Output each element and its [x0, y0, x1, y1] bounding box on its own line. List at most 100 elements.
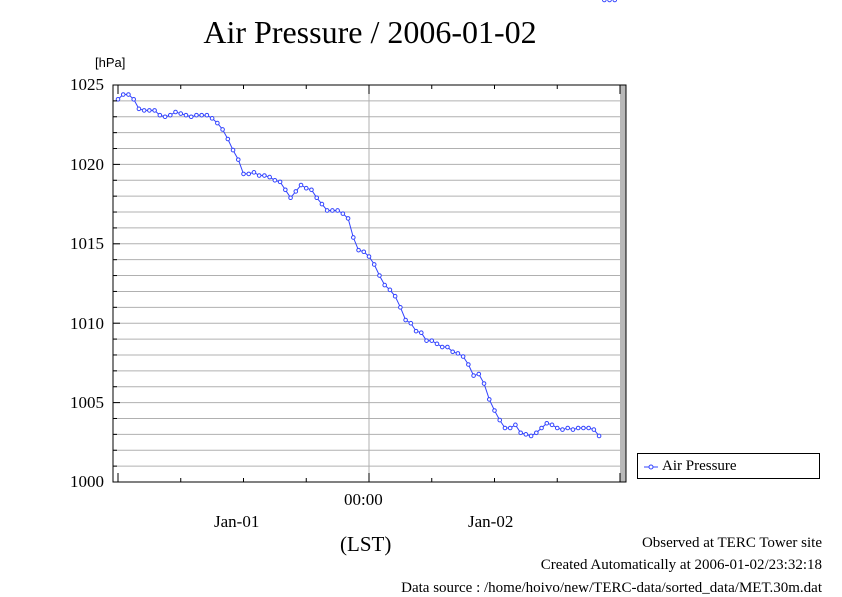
data-point: [230, 147, 236, 153]
data-point: [544, 420, 550, 426]
data-point: [167, 112, 173, 118]
y-tick-label-1015: 1015: [70, 234, 104, 253]
data-point: [371, 262, 377, 267]
chart-title: Air Pressure / 2006-01-02: [203, 14, 537, 50]
data-point: [141, 108, 147, 113]
data-point: [283, 187, 288, 193]
data-point: [136, 106, 142, 112]
data-point: [183, 112, 189, 118]
data-point: [178, 111, 184, 116]
series-line: [117, 94, 600, 437]
data-point: [518, 430, 523, 436]
x-axis-title: (LST): [340, 532, 392, 556]
data-point: [575, 425, 581, 431]
data-point: [476, 371, 482, 377]
data-point: [120, 92, 126, 97]
data-point: [277, 179, 283, 185]
y-axis-unit: [hPa]: [95, 55, 126, 70]
data-point: [602, 0, 607, 3]
data-point: [534, 430, 539, 436]
grid-lines: [113, 85, 626, 482]
data-point: [194, 112, 199, 118]
data-point: [398, 305, 403, 310]
data-point: [303, 185, 309, 191]
data-point: [215, 120, 220, 126]
data-point: [528, 433, 534, 439]
data-point: [330, 208, 335, 213]
data-point: [408, 320, 414, 326]
data-point: [225, 136, 231, 142]
data-point: [607, 0, 612, 3]
footer-observed: Observed at TERC Tower site: [641, 535, 822, 551]
data-point: [413, 328, 419, 334]
data-point: [188, 114, 194, 120]
data-point: [241, 171, 246, 177]
x-tick-label-midnight: 00:00: [344, 490, 383, 509]
data-point: [392, 293, 398, 299]
data-point: [147, 108, 152, 113]
data-point: [256, 173, 262, 178]
data-point: [387, 287, 393, 293]
data-point: [565, 425, 571, 431]
x-day-label-jan02: Jan-02: [468, 512, 514, 531]
data-point: [314, 195, 320, 201]
data-point: [450, 349, 455, 355]
data-point: [335, 208, 340, 213]
data-point: [455, 351, 461, 356]
data-point: [324, 208, 330, 213]
data-point: [523, 432, 529, 437]
y-tick-label-1000: 1000: [70, 472, 104, 491]
data-point: [293, 189, 299, 194]
data-point: [366, 254, 372, 259]
legend: Air Pressure: [637, 453, 820, 479]
data-point: [126, 92, 131, 97]
data-point: [586, 425, 591, 431]
data-point: [591, 427, 597, 432]
data-point: [445, 344, 450, 350]
data-point: [439, 344, 445, 350]
data-point: [513, 422, 518, 428]
data-point: [481, 381, 487, 386]
data-point: [549, 422, 555, 428]
data-point: [157, 112, 163, 118]
x-day-label-jan01: Jan-01: [214, 512, 260, 531]
data-point: [131, 96, 136, 102]
footer-created: Created Automatically at 2006-01-02/23:3…: [540, 557, 822, 573]
data-point: [298, 182, 304, 188]
data-point: [434, 341, 440, 347]
data-point: [115, 96, 121, 102]
data-point: [267, 174, 272, 180]
data-point: [199, 112, 204, 118]
data-point: [502, 425, 508, 431]
data-point: [220, 127, 225, 132]
data-point: [356, 247, 361, 253]
data-point: [251, 170, 257, 175]
data-point: [486, 397, 492, 402]
data-point: [471, 373, 476, 378]
data-point: [345, 216, 351, 221]
data-point: [466, 362, 471, 367]
y-tick-label-1025: 1025: [70, 75, 104, 94]
data-point: [497, 417, 503, 423]
data-point: [554, 425, 560, 431]
data-point: [418, 330, 424, 336]
data-point: [204, 112, 210, 118]
y-tick-label-1010: 1010: [70, 314, 104, 333]
data-point: [246, 171, 252, 177]
data-point: [612, 0, 618, 3]
data-point: [507, 425, 513, 431]
data-point: [235, 157, 241, 162]
plot-end-band: [620, 85, 626, 482]
plot-frame: [112, 84, 627, 483]
data-point: [539, 425, 544, 431]
data-point: [596, 433, 602, 439]
data-point: [377, 273, 382, 278]
legend-line-marker-icon: [644, 464, 658, 470]
data-point: [262, 173, 267, 178]
data-point: [460, 354, 466, 359]
data-point: [492, 408, 497, 413]
y-tick-label-1020: 1020: [70, 155, 104, 174]
data-point: [560, 427, 565, 432]
data-point: [340, 211, 346, 216]
